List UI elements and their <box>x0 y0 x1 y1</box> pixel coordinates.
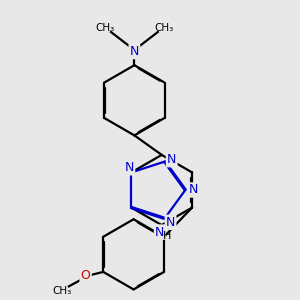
Text: O: O <box>81 269 91 282</box>
Text: H: H <box>163 231 171 241</box>
Text: N: N <box>166 216 175 229</box>
Text: CH₃: CH₃ <box>95 23 115 33</box>
Text: N: N <box>125 161 134 174</box>
Text: N: N <box>167 153 176 166</box>
Text: CH₃: CH₃ <box>154 23 173 33</box>
Text: N: N <box>130 45 139 58</box>
Text: N: N <box>188 184 198 196</box>
Text: CH₃: CH₃ <box>52 286 72 296</box>
Text: N: N <box>155 226 164 238</box>
